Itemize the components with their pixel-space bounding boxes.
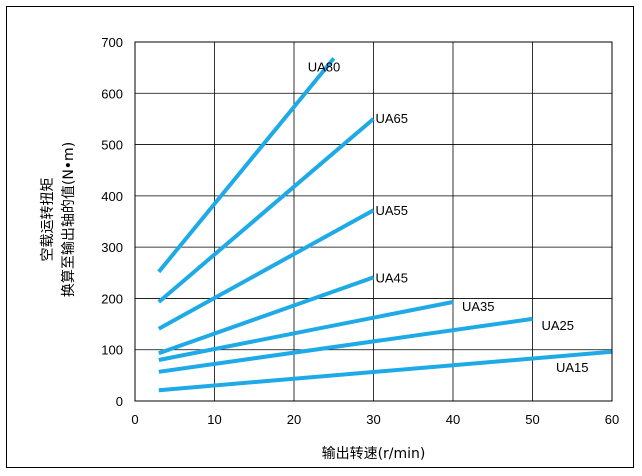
y-tick-label: 400: [101, 189, 123, 204]
y-tick-label: 700: [101, 35, 123, 50]
y-tick-label: 0: [116, 394, 123, 409]
x-tick-label: 20: [287, 412, 301, 427]
series-label-ua45: UA45: [376, 270, 409, 285]
plot-area-border: [134, 41, 613, 402]
y-tick-label: 300: [101, 240, 123, 255]
series-labels: UA80 UA65 UA55 UA45 UA35 UA25 UA15: [308, 59, 589, 374]
series-label-ua25: UA25: [542, 318, 575, 333]
series-line-ua55: [157, 208, 375, 331]
series-line-ua80: [157, 57, 336, 274]
y-tick-label: 100: [101, 343, 123, 358]
x-tick-label: 40: [446, 412, 460, 427]
series-label-ua15: UA15: [556, 360, 589, 375]
x-tick-label: 50: [525, 412, 539, 427]
chart-frame: [6, 6, 634, 468]
x-axis-title: 输出转速(r/min): [322, 446, 426, 462]
series-line-ua15: [158, 349, 613, 393]
grid: [135, 42, 612, 401]
x-tick-label: 60: [605, 412, 619, 427]
y-tick-label: 600: [101, 86, 123, 101]
x-tick-label: 10: [207, 412, 221, 427]
series-line-ua35: [158, 300, 454, 362]
series-label-ua80: UA80: [308, 59, 341, 74]
series-line-ua25: [158, 316, 533, 374]
y-tick-label: 500: [101, 138, 123, 153]
y-axis-title-line1: 空载运转扭矩: [40, 178, 56, 262]
series-label-ua55: UA55: [376, 203, 409, 218]
series-line-ua45: [158, 275, 375, 356]
x-tick-label: 0: [131, 412, 138, 427]
y-axis-title-line2: 换算至输出轴的值(N•m): [60, 142, 77, 297]
series-label-ua65: UA65: [376, 111, 409, 126]
series-line-ua65: [157, 117, 375, 304]
x-tick-label: 30: [366, 412, 380, 427]
series-label-ua35: UA35: [462, 299, 495, 314]
series-lines: [157, 57, 613, 393]
y-tick-label: 200: [101, 291, 123, 306]
